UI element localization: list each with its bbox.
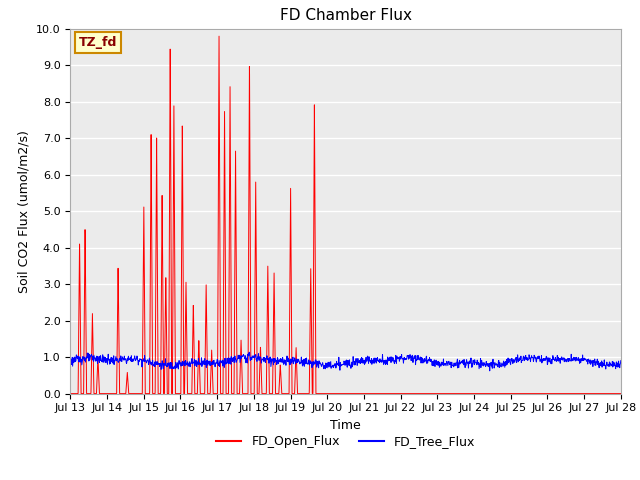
Text: TZ_fd: TZ_fd <box>79 36 117 49</box>
Y-axis label: Soil CO2 Flux (umol/m2/s): Soil CO2 Flux (umol/m2/s) <box>17 130 31 293</box>
Legend: FD_Open_Flux, FD_Tree_Flux: FD_Open_Flux, FD_Tree_Flux <box>211 430 480 453</box>
X-axis label: Time: Time <box>330 419 361 432</box>
Title: FD Chamber Flux: FD Chamber Flux <box>280 9 412 24</box>
